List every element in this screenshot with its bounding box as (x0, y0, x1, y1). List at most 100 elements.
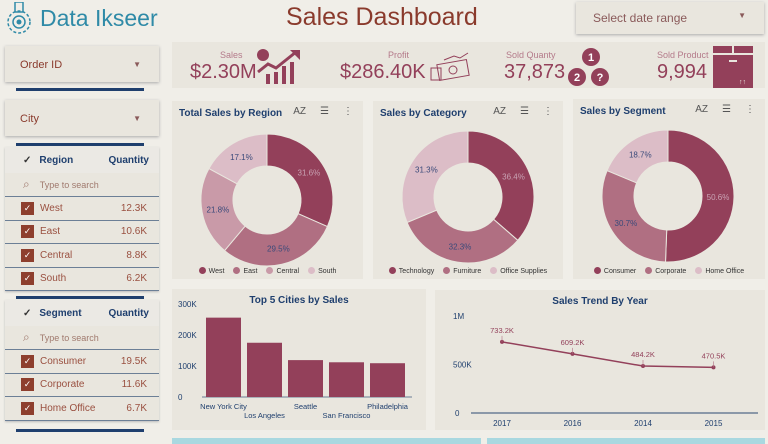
legend-item[interactable]: Home Office (695, 267, 744, 275)
segment-search-input[interactable]: ⌕ Type to search (5, 326, 159, 350)
legend-label: East (243, 268, 258, 275)
checkbox-checked-icon[interactable]: ✓ (21, 378, 34, 392)
donut-slice (467, 130, 535, 242)
divider (16, 429, 144, 432)
more-options-icon[interactable]: ⋮ (543, 106, 553, 117)
data-label: 18.7% (629, 150, 652, 159)
check-icon[interactable]: ✓ (23, 154, 32, 166)
filter-item[interactable]: ✓ Home Office 6.7K (5, 397, 159, 421)
legend-dot-icon (388, 267, 396, 274)
quantity-label: Sold Quanty (506, 50, 556, 60)
sort-az-icon[interactable]: AZ (293, 106, 307, 117)
legend-dot-icon (443, 267, 451, 274)
legend-label: Furniture (453, 268, 482, 275)
legend-item[interactable]: Technology (388, 267, 435, 275)
segment-header[interactable]: Segment (39, 307, 82, 319)
donut-slice (208, 133, 268, 185)
legend-item[interactable]: Consumer (593, 267, 636, 275)
legend-label: West (208, 268, 225, 275)
legend-label: Office Supplies (500, 268, 548, 275)
city-label: City (20, 113, 39, 125)
sales-trend-panel: Sales Trend By Year 0 500K 1M 733.2K 2017 609… (435, 290, 765, 430)
x-tick-label: New York City (200, 402, 247, 411)
quantity-header[interactable]: Quantity (108, 307, 149, 319)
profit-label: Profit (388, 50, 410, 60)
filter-item[interactable]: ✓ Consumer 19.5K (5, 350, 159, 374)
legend-item[interactable]: West (198, 267, 225, 275)
legend-dot-icon (645, 267, 653, 274)
bar (247, 342, 282, 397)
city-dropdown[interactable]: City ▼ (5, 100, 159, 136)
kpi-bar: Sales $2.30M Profit $286.40K Sold Quanty… (172, 42, 765, 88)
svg-text:2: 2 (574, 72, 580, 84)
y-tick-label: 1M (453, 312, 464, 321)
filter-item-label: Consumer (40, 355, 87, 367)
order-id-label: Order ID (20, 59, 63, 71)
donut-slice (223, 213, 329, 267)
legend-item[interactable]: Corporate (645, 267, 686, 275)
x-tick-label: Seattle (294, 402, 317, 411)
more-options-icon[interactable]: ⋮ (343, 106, 353, 117)
legend-item[interactable]: South (308, 267, 336, 275)
order-id-dropdown[interactable]: Order ID ▼ (5, 46, 159, 82)
filter-icon[interactable]: ☰ (520, 106, 529, 117)
y-tick-label: 500K (453, 361, 472, 370)
filter-item-label: South (40, 273, 67, 285)
filter-item[interactable]: ✓ Corporate 11.6K (5, 374, 159, 397)
chevron-down-icon: ▼ (133, 60, 141, 69)
legend-dot-icon (490, 267, 498, 274)
quantity-header[interactable]: Quantity (108, 154, 149, 166)
svg-text:↑↑: ↑↑ (739, 79, 746, 86)
region-header[interactable]: Region (39, 154, 74, 166)
bar (206, 317, 241, 397)
filter-item[interactable]: ✓ South 6.2K (5, 268, 159, 291)
legend-label: Central (276, 268, 300, 275)
chart-title: Sales Trend By Year (552, 296, 648, 307)
sort-az-icon[interactable]: AZ (695, 104, 709, 115)
search-placeholder: Type to search (39, 332, 99, 343)
checkbox-checked-icon[interactable]: ✓ (21, 401, 34, 415)
legend-label: Technology (398, 268, 435, 275)
svg-text:1: 1 (588, 52, 594, 64)
legend-item[interactable]: Furniture (443, 267, 481, 275)
category-donut-panel: Sales by Category AZ ☰ ⋮ 36.4% 32.3% 31.3% T… (373, 101, 563, 279)
filter-item-value: 6.7K (126, 402, 147, 414)
legend-item[interactable]: East (233, 267, 257, 275)
checkbox-checked-icon[interactable]: ✓ (21, 201, 34, 215)
data-label: 17.1% (230, 153, 253, 162)
legend-dot-icon (593, 267, 601, 274)
x-tick-label: 2016 (564, 419, 582, 428)
sort-az-icon[interactable]: AZ (493, 106, 507, 117)
product-value: 9,994 (657, 61, 708, 83)
filter-icon[interactable]: ☰ (722, 104, 731, 115)
check-icon[interactable]: ✓ (23, 307, 32, 319)
filter-icon[interactable]: ☰ (320, 106, 329, 117)
filter-item[interactable]: ✓ Central 8.8K (5, 244, 159, 268)
legend-item[interactable]: Office Supplies (490, 267, 547, 275)
box-icon: ↑↑ (713, 46, 753, 88)
more-options-icon[interactable]: ⋮ (745, 104, 755, 115)
checkbox-checked-icon[interactable]: ✓ (21, 272, 34, 286)
date-range-select[interactable]: Select date range ▼ (576, 2, 764, 34)
region-search-input[interactable]: ⌕ Type to search (5, 173, 159, 197)
legend-item[interactable]: Central (266, 267, 299, 275)
data-point (711, 365, 716, 370)
filter-item[interactable]: ✓ West 12.3K (5, 197, 159, 221)
number-bubbles-icon: 12? (568, 48, 609, 86)
bar (329, 362, 364, 397)
filter-item[interactable]: ✓ East 10.6K (5, 221, 159, 244)
profit-value: $286.40K (340, 61, 426, 83)
checkbox-checked-icon[interactable]: ✓ (21, 225, 34, 239)
sales-label: Sales (220, 50, 243, 60)
checkbox-checked-icon[interactable]: ✓ (21, 354, 34, 368)
legend-label: Corporate (655, 268, 687, 275)
donut-slice (664, 129, 735, 263)
product-table-header (487, 438, 765, 444)
checkbox-checked-icon[interactable]: ✓ (21, 248, 34, 262)
category-donut-chart: 36.4% 32.3% 31.3% (401, 130, 535, 264)
donut-slice (406, 209, 519, 264)
logo-text: Data Ikseer (40, 4, 158, 31)
flask-logo-icon (7, 2, 31, 34)
logo: Data Ikseer (4, 2, 158, 34)
category-table-header (172, 438, 481, 444)
